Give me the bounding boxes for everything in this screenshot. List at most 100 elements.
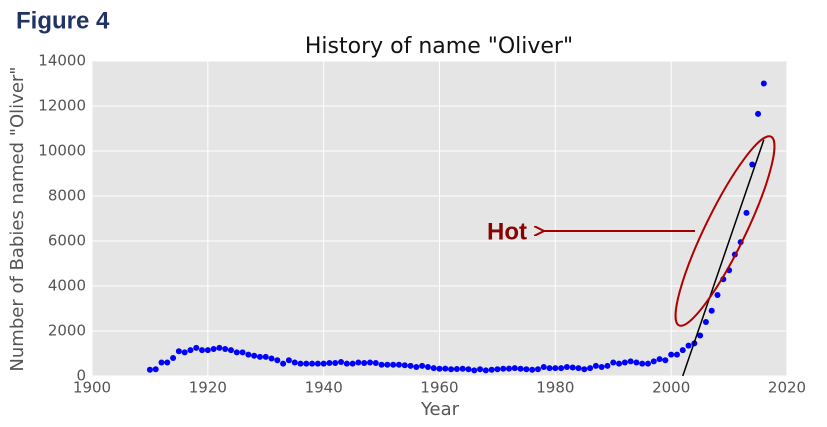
data-point (309, 360, 316, 367)
data-point (540, 364, 547, 370)
data-point (355, 359, 362, 366)
data-point (471, 367, 478, 374)
data-point (685, 342, 692, 349)
data-point (338, 359, 345, 366)
data-point (210, 346, 217, 352)
data-point (436, 365, 443, 372)
data-point (170, 355, 177, 361)
data-point (592, 362, 599, 369)
data-point (534, 366, 541, 373)
data-point (390, 361, 397, 368)
data-point (662, 357, 669, 364)
data-point (419, 362, 426, 369)
data-point (245, 351, 252, 358)
data-point (320, 360, 327, 367)
data-point (558, 365, 565, 372)
data-point (517, 365, 524, 372)
y-tick-label: 0 (76, 367, 86, 385)
data-point (413, 364, 420, 370)
figure-label: Figure 4 (16, 7, 110, 34)
data-point (552, 365, 559, 372)
data-point (372, 359, 379, 366)
data-point (749, 161, 756, 168)
data-point (268, 355, 275, 362)
data-point (175, 348, 182, 355)
data-point (430, 365, 437, 372)
y-tick-label: 10000 (38, 142, 86, 160)
y-tick-label: 8000 (48, 187, 86, 205)
y-axis-label: Number of Babies named "Oliver" (7, 66, 28, 371)
data-point (708, 307, 715, 314)
data-point (367, 359, 373, 366)
data-point (256, 353, 263, 360)
data-point (598, 364, 605, 370)
data-point (448, 366, 455, 373)
data-point (645, 360, 651, 367)
data-point (187, 347, 194, 354)
data-point (673, 351, 680, 358)
highlight-ellipse (674, 135, 776, 327)
data-point (494, 366, 501, 373)
data-point (482, 367, 489, 374)
data-point (621, 359, 628, 366)
data-point (251, 352, 258, 359)
data-point (639, 360, 646, 367)
data-point (743, 209, 750, 216)
data-point (262, 353, 269, 360)
data-point (239, 349, 246, 356)
data-point (679, 347, 686, 354)
data-point (193, 344, 200, 351)
data-point (587, 365, 594, 372)
data-point (152, 366, 159, 373)
data-point (297, 360, 304, 367)
data-point (378, 361, 385, 368)
data-point (158, 359, 165, 366)
data-point (291, 359, 298, 366)
data-point (575, 365, 582, 372)
data-point (488, 366, 495, 373)
data-point (453, 366, 460, 373)
data-point (442, 365, 449, 372)
data-point (459, 365, 466, 372)
x-tick-label: 1900 (73, 379, 111, 397)
data-point (760, 80, 767, 87)
data-point (181, 349, 188, 356)
data-point (361, 359, 368, 366)
data-point (500, 365, 507, 372)
data-point (146, 366, 153, 373)
data-point (610, 359, 617, 366)
data-point (604, 362, 611, 369)
trend-line (682, 139, 765, 377)
x-tick-label: 2000 (652, 379, 690, 397)
data-point (569, 364, 576, 371)
y-tick-label: 12000 (38, 97, 86, 115)
x-tick-label: 1920 (189, 379, 227, 397)
data-point (633, 359, 640, 366)
annotation: Hot (487, 218, 527, 245)
data-point (529, 366, 536, 373)
y-tick-label: 4000 (48, 277, 86, 295)
data-point (627, 358, 634, 365)
y-tick-label: 2000 (48, 322, 86, 340)
x-tick-label: 1940 (305, 379, 343, 397)
y-tick-label: 6000 (48, 232, 86, 250)
data-point (401, 362, 408, 369)
data-point (233, 349, 240, 356)
data-point (349, 360, 356, 367)
x-tick-label: 2020 (768, 379, 806, 397)
y-tick-label: 14000 (38, 52, 86, 70)
data-point (343, 360, 350, 367)
data-point (668, 351, 675, 358)
data-point (285, 357, 292, 364)
data-point (303, 360, 310, 367)
data-point (506, 365, 512, 372)
data-point (755, 110, 762, 117)
data-point (511, 365, 518, 372)
data-point (228, 347, 234, 354)
data-point (395, 361, 402, 368)
chart-title: History of name "Oliver" (305, 34, 573, 59)
data-point (697, 332, 704, 339)
data-point (702, 319, 709, 325)
data-point (656, 356, 663, 363)
data-point (332, 359, 339, 366)
